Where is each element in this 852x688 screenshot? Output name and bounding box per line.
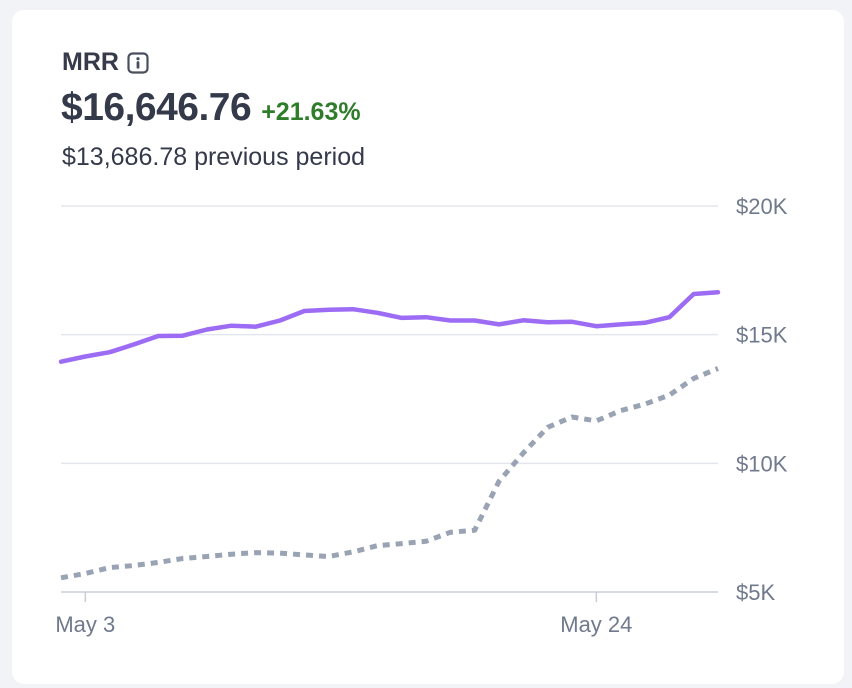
current-period-line [58, 290, 721, 364]
y-tick-label: $10K [736, 451, 788, 476]
change-badge: +21.63% [261, 98, 361, 126]
previous-period-text: $13,686.78 previous period [62, 143, 366, 171]
value-row: $16,646.76 +21.63% [61, 86, 361, 130]
y-tick-label: $5K [736, 580, 775, 605]
y-tick-label: $20K [736, 194, 788, 219]
metric-title: MRR [62, 48, 119, 76]
x-axis-labels: May 3 May 24 [55, 612, 632, 637]
metric-header: MRR [62, 48, 149, 77]
x-tick-label: May 3 [55, 612, 115, 637]
x-tick-label: May 24 [560, 612, 632, 637]
mrr-card [12, 10, 844, 684]
x-axis [84, 592, 598, 602]
y-tick-label: $15K [736, 323, 788, 348]
previous-period-line [60, 366, 719, 581]
y-axis-labels: $5K $10K $15K $20K [736, 194, 788, 605]
info-icon[interactable] [127, 51, 149, 74]
metric-value: $16,646.76 [61, 86, 252, 129]
series-lines [58, 290, 721, 581]
grid-lines [61, 205, 718, 593]
